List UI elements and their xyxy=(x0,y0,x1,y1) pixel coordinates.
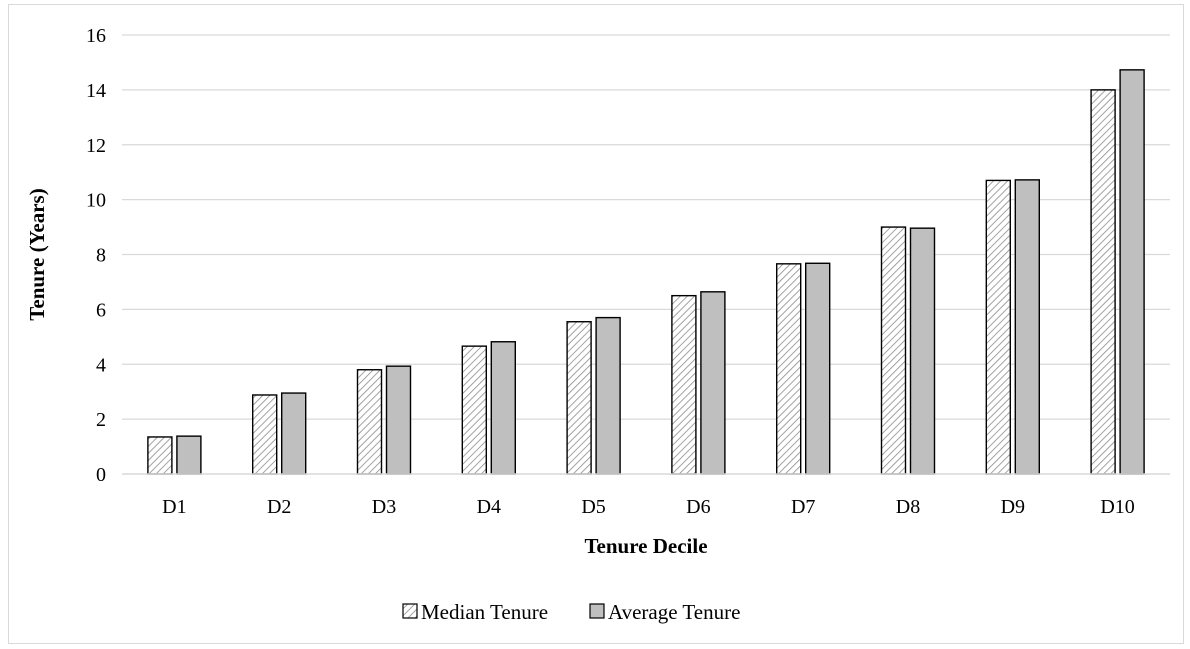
x-tick-label: D6 xyxy=(686,496,710,518)
x-axis-ticks: D1 D2 D3 D4 D5 D6 D7 D8 D9 D10 xyxy=(162,496,1135,518)
x-tick-label: D4 xyxy=(477,496,501,518)
median-tenure-bar-d1 xyxy=(147,436,173,475)
legend-average-tenure: Average Tenure xyxy=(589,600,740,624)
average-tenure-bar-d1 xyxy=(176,435,202,475)
median-tenure-bar-d6 xyxy=(671,294,697,475)
median-tenure-bar-d9 xyxy=(985,179,1011,475)
average-tenure-bar-d4 xyxy=(490,341,516,475)
y-tick-label: 2 xyxy=(96,409,106,431)
legend-label: Median Tenure xyxy=(421,600,548,624)
median-tenure-bar-d7 xyxy=(776,263,802,475)
median-tenure-bar-d10 xyxy=(1090,89,1116,475)
x-tick-label: D3 xyxy=(372,496,396,518)
x-tick-label: D1 xyxy=(162,496,186,518)
average-tenure-bar-d7 xyxy=(805,262,831,475)
legend-swatch xyxy=(589,603,605,619)
y-tick-label: 16 xyxy=(86,25,106,47)
x-tick-label: D9 xyxy=(1001,496,1025,518)
legend-median-tenure: Median Tenure xyxy=(402,600,548,624)
bars xyxy=(147,69,1145,475)
average-tenure-bar-d10 xyxy=(1119,69,1145,475)
x-tick-label: D10 xyxy=(1100,496,1134,518)
median-tenure-bar-d5 xyxy=(566,321,592,475)
y-tick-label: 14 xyxy=(86,80,106,102)
average-tenure-bar-d6 xyxy=(700,291,726,475)
x-tick-label: D5 xyxy=(581,496,605,518)
y-tick-label: 12 xyxy=(86,135,106,157)
median-tenure-bar-d4 xyxy=(461,345,487,475)
legend-swatch xyxy=(402,603,418,619)
average-tenure-bar-d3 xyxy=(385,365,412,475)
median-tenure-bar-d3 xyxy=(356,369,383,475)
y-tick-label: 10 xyxy=(86,190,106,212)
median-tenure-bar-d2 xyxy=(251,394,278,475)
y-tick-label: 0 xyxy=(96,464,106,486)
x-axis-title: Tenure Decile xyxy=(584,534,707,558)
average-tenure-bar-d5 xyxy=(595,316,621,475)
median-tenure-bar-d8 xyxy=(880,226,907,475)
legend-label: Average Tenure xyxy=(608,600,740,624)
y-tick-label: 4 xyxy=(96,354,106,376)
y-axis-title: Tenure (Years) xyxy=(25,188,49,320)
legend: Median Tenure Average Tenure xyxy=(402,600,740,624)
x-tick-label: D7 xyxy=(791,496,815,518)
average-tenure-bar-d8 xyxy=(909,227,936,475)
x-tick-label: D8 xyxy=(896,496,920,518)
y-axis-ticks: 0 2 4 6 8 10 12 14 16 xyxy=(86,25,106,486)
y-tick-label: 8 xyxy=(96,245,106,267)
average-tenure-bar-d2 xyxy=(281,392,307,475)
gridlines xyxy=(122,34,1170,420)
y-tick-label: 6 xyxy=(96,299,106,321)
x-tick-label: D2 xyxy=(267,496,291,518)
average-tenure-bar-d9 xyxy=(1014,179,1040,475)
